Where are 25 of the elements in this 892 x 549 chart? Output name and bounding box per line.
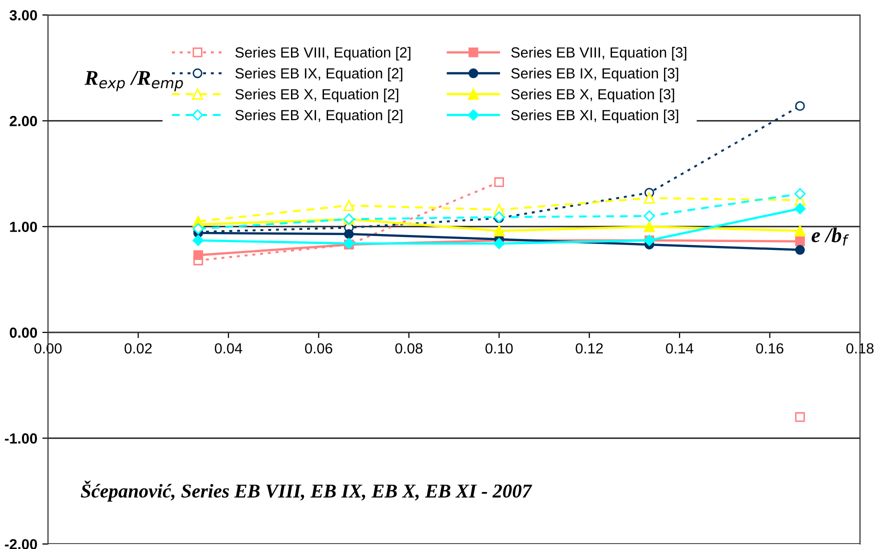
y-tick-label: -2.00 [4,539,37,549]
y-tick-label: 3.00 [10,10,37,20]
x-tick-label: 0.02 [124,343,152,354]
legend-label: Series EB X, Equation [3] [511,88,674,102]
legend-label: Series EB IX, Equation [2] [235,68,402,82]
legend-label: Series EB VIII, Equation [2] [235,46,410,61]
x-tick-label: 0.12 [576,343,603,354]
x-tick-label: 0.06 [305,343,332,354]
x-tick-label: 0.08 [395,343,422,354]
x-axis-title: e /b$_{f}$ [812,228,849,246]
y-axis-title: R$_{exp}$ /R$_{emp}$ [84,71,183,92]
legend-label: Series EB VIII, Equation [3] [511,46,686,61]
legend-label: Series EB XI, Equation [3] [511,110,678,124]
legend-label: Series EB IX, Equation [3] [511,68,678,82]
y-tick-label: -1.00 [4,433,37,444]
y-tick-label: 0.00 [10,328,37,338]
legend-label: Series EB X, Equation [2] [235,88,398,102]
x-tick-label: 0.14 [666,343,694,354]
x-tick-label: 0.04 [214,343,242,354]
y-tick-label: 2.00 [10,116,37,126]
legend-label: Series EB XI, Equation [2] [235,110,402,124]
x-tick-label: 0.16 [756,343,784,354]
annotation: Šćepanović, Series EB VIII, EB IX, EB X, EB XI - 2007 [80,480,532,502]
x-tick-label: 0.10 [485,343,513,354]
y-tick-label: 1.00 [10,222,37,232]
